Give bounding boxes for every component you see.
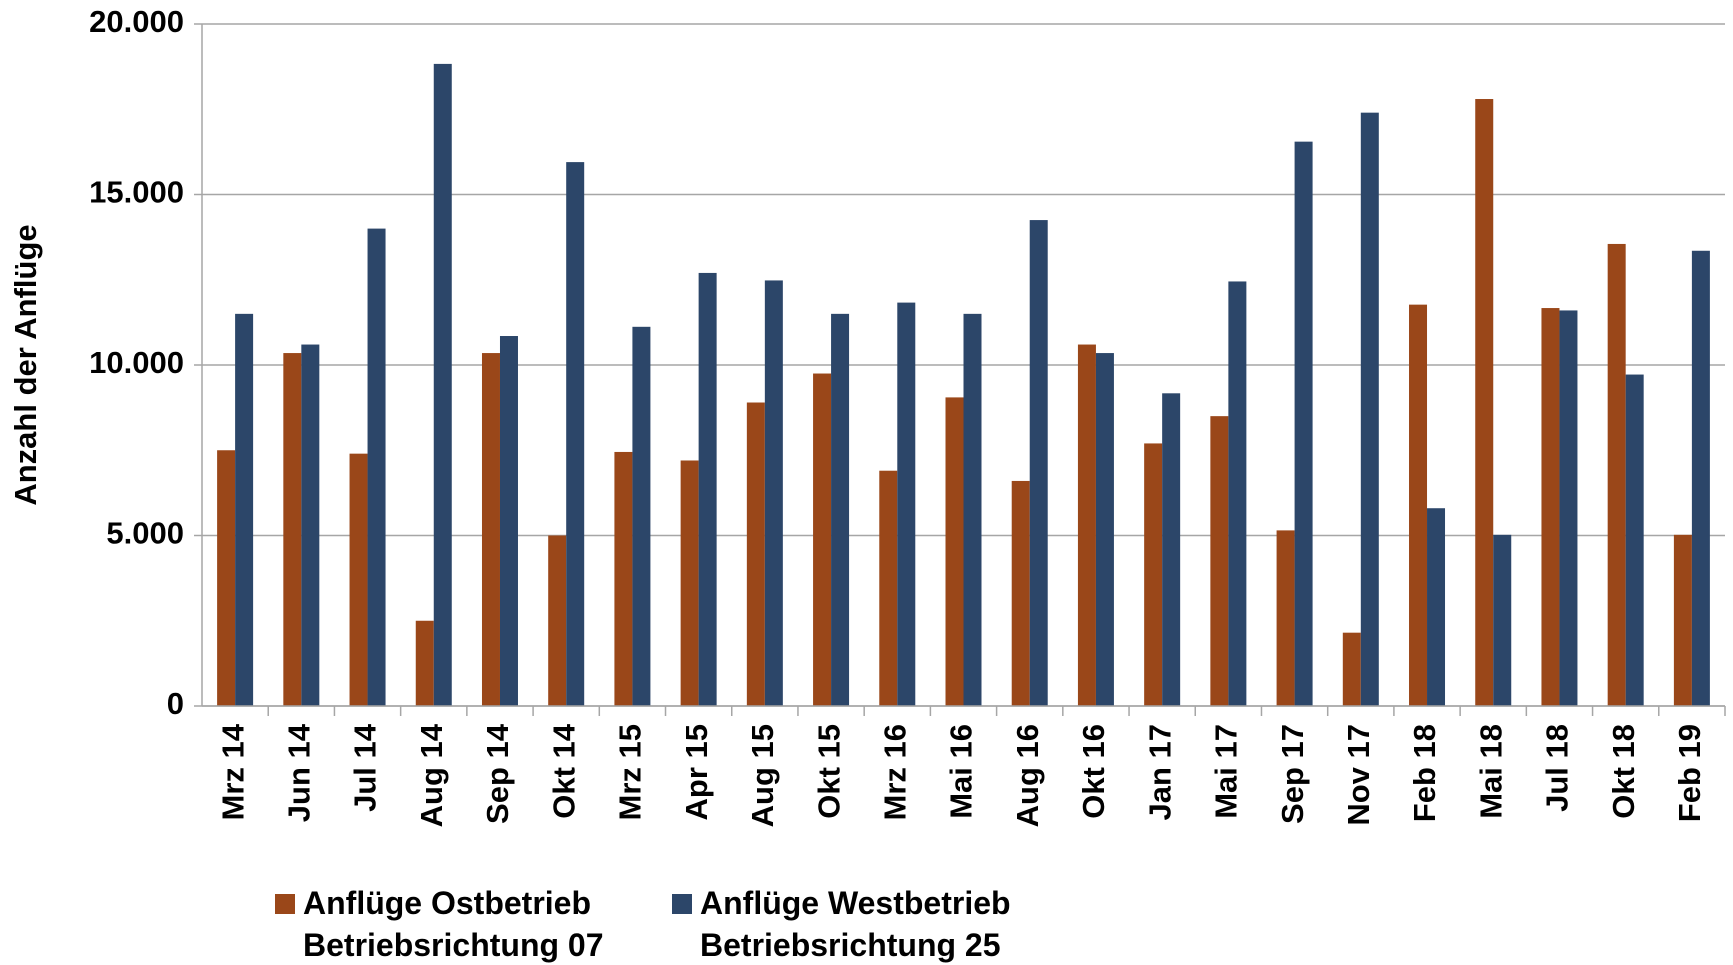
bar — [1228, 281, 1247, 706]
x-tick-label: Okt 14 — [546, 723, 581, 819]
x-tick-label: Aug 15 — [745, 724, 780, 827]
bar — [566, 162, 585, 707]
x-tick-label: Jun 14 — [282, 723, 317, 822]
bar — [301, 344, 320, 706]
bar — [1029, 220, 1048, 706]
bar — [632, 326, 651, 706]
bar — [1294, 141, 1313, 706]
y-axis-title: Anzahl der Anflüge — [8, 224, 43, 505]
x-tick-label: Mrz 16 — [877, 724, 912, 820]
bar — [764, 280, 783, 706]
bar — [1077, 344, 1096, 706]
bar — [283, 353, 302, 706]
x-tick-label: Jan 17 — [1142, 724, 1177, 821]
x-tick-label: Nov 17 — [1341, 724, 1376, 826]
bar — [1011, 480, 1030, 706]
bar — [1342, 632, 1361, 706]
bar — [1559, 310, 1578, 706]
bar — [235, 313, 254, 706]
bar — [680, 460, 699, 706]
bar — [349, 453, 368, 706]
legend-swatch — [672, 894, 692, 914]
x-tick-label: Jul 14 — [348, 723, 383, 812]
x-tick-label: Okt 18 — [1606, 724, 1641, 819]
x-tick-label: Feb 18 — [1407, 724, 1442, 822]
bar — [746, 402, 765, 706]
legend-swatch — [275, 894, 295, 914]
bar — [1493, 534, 1512, 706]
bar — [217, 450, 236, 706]
x-tick-label: Sep 14 — [480, 723, 515, 824]
bar — [1276, 530, 1295, 706]
y-tick-label: 0 — [167, 686, 184, 721]
y-tick-label: 10.000 — [89, 345, 184, 380]
bar — [614, 451, 633, 706]
x-tick-label: Jul 18 — [1540, 724, 1575, 812]
x-tick-label: Aug 16 — [1010, 724, 1045, 827]
bar — [433, 63, 452, 707]
bar — [499, 336, 518, 706]
bar — [1210, 416, 1229, 706]
bar — [415, 620, 434, 706]
x-tick-label: Feb 19 — [1672, 724, 1707, 822]
x-tick-label: Sep 17 — [1275, 724, 1310, 824]
bar — [1427, 508, 1446, 706]
bar — [813, 373, 832, 706]
x-tick-label: Aug 14 — [414, 723, 449, 827]
bar — [879, 470, 898, 706]
x-tick-label: Apr 15 — [679, 724, 714, 820]
x-tick-label: Okt 15 — [811, 724, 846, 819]
bar — [1475, 99, 1494, 706]
bar — [1095, 353, 1114, 706]
bar — [963, 313, 982, 706]
bar — [1673, 534, 1692, 706]
bar — [1409, 304, 1428, 706]
legend-label: Anflüge Ostbetrieb Betriebsrichtung 07 — [303, 885, 604, 963]
bar — [1607, 243, 1626, 706]
bar — [367, 228, 386, 706]
bar — [1691, 250, 1710, 706]
legend-label: Anflüge Westbetrieb Betriebsrichtung 25 — [700, 885, 1011, 963]
legend-entry: Anflüge Westbetrieb Betriebsrichtung 25 — [672, 882, 1050, 965]
x-tick-label: Mai 17 — [1209, 724, 1244, 819]
x-tick-label: Okt 16 — [1076, 724, 1111, 819]
x-tick-label: Mrz 15 — [613, 724, 648, 820]
bar — [1541, 308, 1560, 706]
bar — [831, 313, 850, 706]
bar — [897, 302, 916, 706]
legend-entry: Anflüge Ostbetrieb Betriebsrichtung 07 — [275, 882, 653, 965]
bar — [945, 397, 964, 706]
bar — [1162, 393, 1181, 706]
x-tick-label: Mai 16 — [944, 724, 979, 819]
x-tick-label: Mrz 14 — [215, 723, 250, 820]
bar — [548, 535, 567, 706]
bar — [1360, 112, 1379, 706]
y-tick-label: 20.000 — [89, 4, 184, 39]
y-tick-label: 15.000 — [89, 175, 184, 210]
bar — [481, 353, 500, 706]
y-tick-label: 5.000 — [106, 516, 184, 551]
bar — [698, 272, 717, 706]
bar — [1144, 443, 1163, 706]
bar — [1625, 374, 1644, 706]
x-tick-label: Mai 18 — [1473, 724, 1508, 819]
